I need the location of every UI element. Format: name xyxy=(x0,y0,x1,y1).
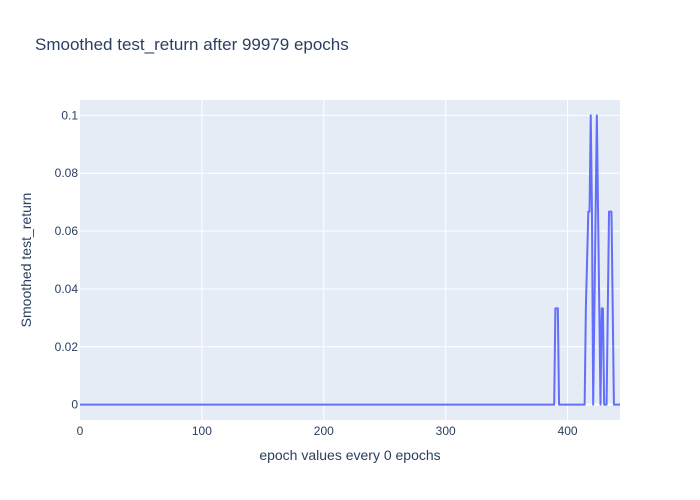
y-tick-label: 0.1 xyxy=(61,108,78,122)
x-tick-label: 300 xyxy=(436,424,456,438)
y-tick-label: 0.08 xyxy=(55,166,79,180)
chart-title: Smoothed test_return after 99979 epochs xyxy=(35,35,349,54)
x-tick-label: 400 xyxy=(558,424,578,438)
y-tick-label: 0 xyxy=(71,398,78,412)
series-group xyxy=(80,114,620,406)
x-tick-label: 100 xyxy=(192,424,212,438)
x-axis-title: epoch values every 0 epochs xyxy=(259,447,440,463)
tick-labels: 0 100 200 300 400 0 0.02 0.04 0.06 0.08 0.1 xyxy=(55,108,578,438)
y-axis-title: Smoothed test_return xyxy=(18,193,34,328)
x-tick-label: 0 xyxy=(77,424,84,438)
x-tick-label: 200 xyxy=(314,424,334,438)
plot-area xyxy=(80,100,620,420)
y-tick-label: 0.04 xyxy=(55,282,79,296)
series-line xyxy=(80,114,620,406)
y-tick-label: 0.02 xyxy=(55,340,79,354)
y-tick-label: 0.06 xyxy=(55,224,79,238)
